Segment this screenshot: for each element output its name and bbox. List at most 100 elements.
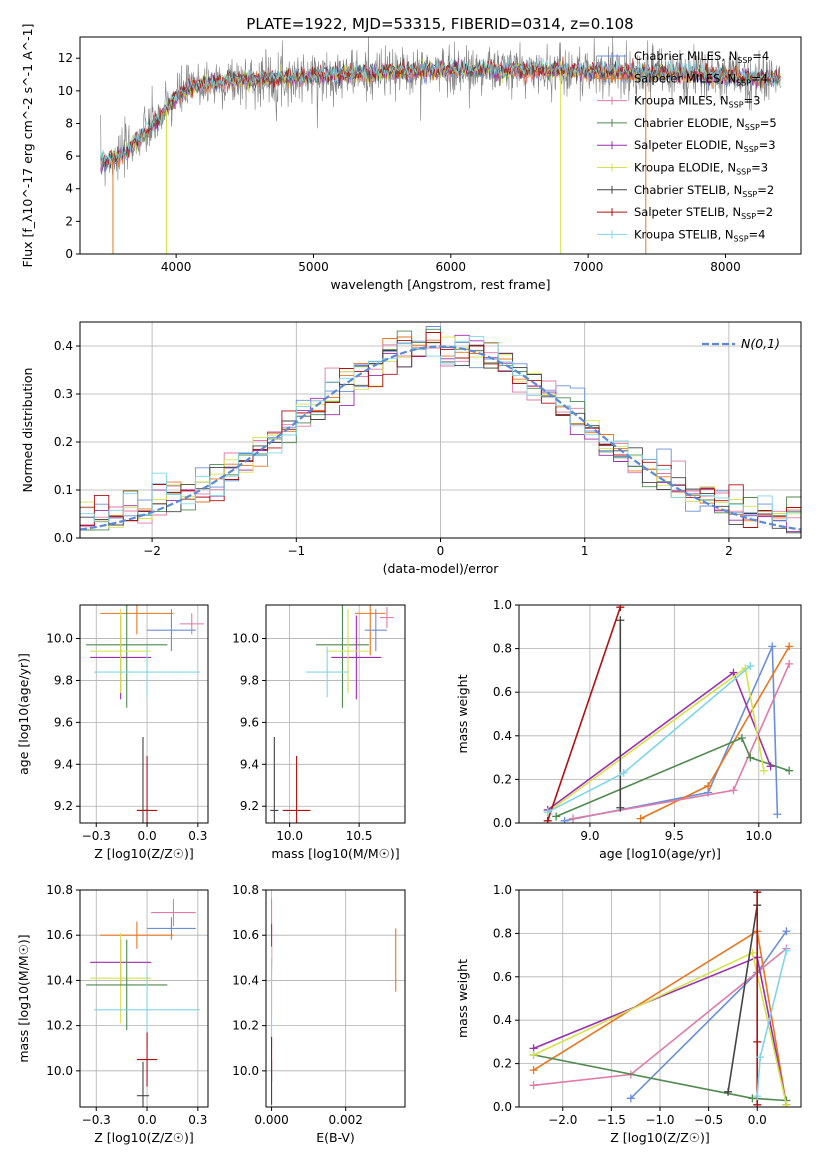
axes-frame	[265, 604, 406, 824]
panels: 4000 5000 6000 7000 8000024681012wavelength …	[16, 24, 802, 1145]
y-tick-label: 10.4	[232, 973, 259, 987]
plot-area-age_vs_mass	[270, 605, 394, 823]
marker-kroupa_miles	[729, 786, 738, 795]
marker-chabrier_stelib	[616, 616, 625, 625]
x-tick-label: 5000	[298, 260, 329, 274]
y-tick-label: 9.6	[240, 715, 259, 729]
x-tick-label: −0.5	[694, 1113, 723, 1127]
axes-frame	[79, 889, 209, 1108]
marker-chabrier_elodie	[552, 812, 561, 821]
y-tick-label: 10.8	[232, 883, 259, 897]
x-axis-label: (data-model)/error	[383, 561, 500, 576]
y-tick-label: 0.3	[54, 387, 73, 401]
axes-frame	[518, 604, 802, 824]
y-tick-label: 0.4	[493, 1013, 512, 1027]
axes-frame	[518, 889, 802, 1108]
axes-frame	[265, 889, 406, 1108]
plot-area-residuals	[80, 326, 801, 534]
x-tick-label: −2.0	[548, 1113, 577, 1127]
legend-entry: Salpeter STELIB, NSSP=2	[634, 205, 773, 221]
marker-kroupa_miles	[785, 659, 794, 668]
x-tick-label: −2	[143, 544, 161, 558]
axes-frame	[79, 321, 802, 539]
y-tick-label: 12	[58, 51, 73, 65]
y-tick-label: 0.8	[493, 926, 512, 940]
marker-kroupa_stelib	[746, 662, 755, 671]
marker-chabrier_elodie	[746, 753, 755, 762]
y-axis-label: mass [log10(M/M☉)]	[16, 934, 31, 1062]
series-salpeter_elodie	[547, 671, 772, 811]
legend-entry: Kroupa MILES, NSSP=3	[634, 94, 760, 110]
x-tick-label: 0.3	[188, 829, 207, 843]
y-tick-label: 1.0	[493, 883, 512, 897]
plot-area-spectrum	[100, 37, 781, 254]
marker-kroupa_miles	[569, 814, 578, 823]
plot-area-weight_vs_age	[543, 605, 794, 823]
marker-kroupa_elodie	[529, 1050, 538, 1059]
marker-chabrier_elodie	[748, 1094, 757, 1103]
panel-age_vs_mass: 10.0 10.5 9.2 9.4 9.6 9.8 10.0 mass [log10(M/M☉…	[232, 604, 406, 861]
marker-kroupa_stelib	[782, 946, 791, 955]
marker-salpeter_miles	[529, 1066, 538, 1075]
marker-chabrier_elodie	[737, 733, 746, 742]
legend-entry: Chabrier STELIB, NSSP=2	[634, 183, 774, 199]
histogram-kroupa_stelib	[80, 335, 801, 523]
x-axis-label: mass [log10(M/M☉)]	[271, 846, 399, 861]
y-axis-label: Normed distribution	[20, 368, 35, 493]
y-tick-label: 0.0	[54, 531, 73, 545]
marker-salpeter_elodie	[729, 668, 738, 677]
y-tick-label: 9.6	[54, 715, 73, 729]
x-tick-label: 9.0	[580, 829, 599, 843]
y-tick-label: 10.6	[232, 928, 259, 942]
x-tick-label: 1	[581, 544, 589, 558]
y-tick-label: 0.8	[493, 642, 512, 656]
x-tick-label: 10.0	[276, 829, 303, 843]
y-tick-label: 0.2	[54, 435, 73, 449]
marker-salpeter_miles	[785, 642, 794, 651]
marker-salpeter_stelib	[753, 890, 762, 897]
legend-entry: Salpeter MILES, NSSP=4	[634, 71, 768, 87]
panel-residuals: −2 −1 0 1 2 0.0 0.1 0.2 0.3 0.4 (data-model)/error…	[20, 321, 802, 576]
marker-kroupa_stelib	[619, 768, 628, 777]
panel-age_vs_Z: −0.3 0.0 0.3 9.2 9.4 9.6 9.8 10.0 Z [log10(Z/Z☉)…	[16, 604, 209, 861]
y-tick-label: 10.0	[232, 632, 259, 646]
normal-curve	[80, 345, 801, 531]
x-tick-label: 2	[725, 544, 733, 558]
legend-entry: N(0,1)	[741, 336, 780, 351]
x-tick-label: 9.5	[665, 829, 684, 843]
x-axis-label: Z [log10(Z/Z☉)]	[610, 1130, 710, 1145]
model-salpeter_stelib	[100, 56, 781, 167]
y-tick-label: 0.6	[493, 970, 512, 984]
marker-chabrier_stelib	[616, 803, 625, 812]
y-tick-label: 10.2	[46, 1019, 73, 1033]
y-axis-label: mass weight	[455, 674, 470, 753]
marker-chabrier_stelib	[724, 1087, 733, 1096]
y-axis-label: Flux [f_λ10^-17 erg cm^-2 s^-1 A^-1]	[20, 24, 35, 268]
marker-chabrier_miles	[626, 1094, 635, 1103]
marker-chabrier_miles	[773, 810, 782, 819]
y-tick-label: 9.4	[54, 757, 73, 771]
y-tick-label: 10.4	[46, 973, 73, 987]
axes-frame	[79, 604, 209, 824]
legend-entry: Chabrier MILES, NSSP=4	[634, 49, 769, 65]
y-tick-label: 10.6	[46, 928, 73, 942]
y-axis-label: mass weight	[455, 959, 470, 1038]
marker-salpeter_stelib	[753, 1037, 762, 1046]
marker-salpeter_elodie	[766, 762, 775, 771]
x-axis-label: E(B-V)	[316, 1130, 355, 1145]
y-tick-label: 10.0	[46, 1064, 73, 1078]
panel-weight_vs_Z: −2.0 −1.5 −1.0 −0.5 0.0 0.0 0.2 0.4 0.6 0.8 1.0 Z […	[455, 883, 802, 1145]
x-tick-label: 4000	[161, 260, 192, 274]
legend-entry: Salpeter ELODIE, NSSP=3	[634, 138, 776, 154]
marker-chabrier_miles	[768, 642, 777, 651]
x-tick-label: 0.000	[254, 1113, 288, 1127]
x-tick-label: 0	[437, 544, 445, 558]
marker-salpeter_miles	[704, 781, 713, 790]
marker-kroupa_stelib	[753, 1092, 762, 1101]
x-axis-label: Z [log10(Z/Z☉)]	[94, 846, 194, 861]
axes-frame	[79, 36, 802, 255]
x-tick-label: −1.5	[597, 1113, 626, 1127]
marker-chabrier_elodie	[785, 766, 794, 775]
y-tick-label: 9.4	[240, 757, 259, 771]
marker-salpeter_stelib	[616, 605, 625, 612]
